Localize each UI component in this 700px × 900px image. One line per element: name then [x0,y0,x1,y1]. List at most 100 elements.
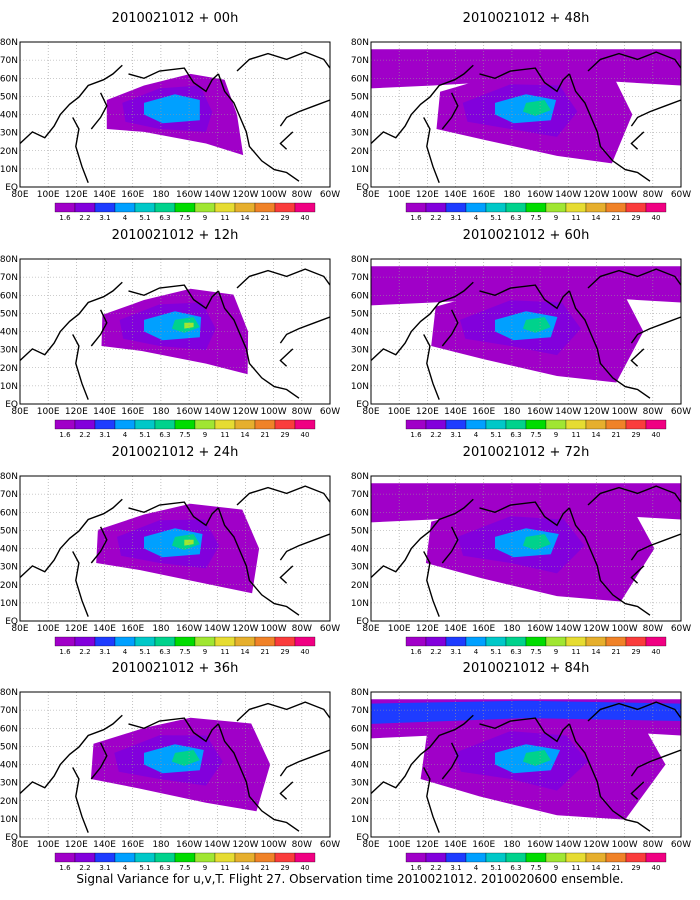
lon-tick-label: 100E [388,407,411,417]
lat-tick-label: 40N [0,328,18,338]
lon-tick-label: 140E [93,624,116,634]
colorbar-swatch [294,202,316,213]
coastline [630,131,645,150]
lon-tick-label: 80W [643,624,663,634]
coastline [90,92,108,130]
lon-tick-label: 160E [472,840,495,850]
variance-contour [522,534,551,550]
coastline [90,309,108,347]
variance-field [106,73,244,156]
panel-title: 2010021012 + 24h [112,445,239,460]
colorbar-label: 40 [652,648,661,656]
colorbar-swatch [605,419,627,430]
coastline [72,334,89,400]
colorbar-swatch [565,636,587,647]
colorbar-label: 29 [632,431,641,439]
coastline [236,485,330,506]
colorbar-swatch [294,852,316,863]
colorbar-swatch [254,852,276,863]
colorbar-label: 14 [592,431,601,439]
variance-contour [522,100,551,116]
lon-tick-label: 80W [643,840,663,850]
colorbar-swatch [585,852,607,863]
coastline [20,281,123,362]
colorbar-label: 2.2 [79,648,90,656]
coastline [371,281,474,362]
coastline [371,714,474,795]
lon-tick-label: 60W [671,190,691,200]
colorbar-label: 14 [241,648,250,656]
lat-tick-label: 70N [0,706,18,716]
colorbar-swatch [545,419,567,430]
lon-tick-label: 140W [555,624,581,634]
colorbar-label: 14 [241,864,250,872]
lat-tick-label: 10N [351,815,369,825]
coastline [441,526,459,564]
lat-tick-label: 50N [0,92,18,102]
colorbar-label: 14 [592,214,601,222]
coastline [423,117,440,183]
colorbar-swatch [465,419,487,430]
lat-tick-label: 50N [351,742,369,752]
lon-tick-label: 180 [503,840,520,850]
lat-tick-label: 20N [0,797,18,807]
lon-tick-label: 60W [671,624,691,634]
lon-tick-label: 120E [65,840,88,850]
colorbar-label: 4 [474,864,479,872]
map-frame [370,475,682,622]
colorbar-swatch [645,202,667,213]
colorbar-swatch [425,636,447,647]
colorbar-swatch [54,202,76,213]
colorbar-swatch [234,419,256,430]
colorbar-swatch [114,636,136,647]
colorbar-label: 4 [123,431,128,439]
colorbar-swatch [254,419,276,430]
colorbar-swatch [505,636,527,647]
colorbar-label: 7.5 [179,864,190,872]
panel-title: 2010021012 + 84h [463,661,590,676]
colorbar-label: 4 [123,648,128,656]
lon-tick-label: 180 [503,624,520,634]
colorbar-label: 14 [241,431,250,439]
colorbar-label: 6.3 [159,864,170,872]
map-panel: 2010021012 + 36h 80E 100E 120E 140E 160E 180 16… [0,661,340,872]
colorbar-swatch [274,419,296,430]
lon-tick-label: 60W [320,190,340,200]
coastline [479,717,570,743]
lat-tick-label: EQ [356,617,369,627]
lon-tick-label: 140W [555,407,581,417]
coastline [630,316,681,344]
colorbar-swatch [154,419,176,430]
variance-contour [522,750,551,766]
colorbar-swatch [94,419,116,430]
lat-tick-label: 10N [0,599,18,609]
coastline [128,717,219,743]
colorbar-label: 1.6 [59,864,71,872]
colorbar-label: 7.5 [179,431,190,439]
lat-tick-label: EQ [356,833,369,843]
colorbar-label: 14 [592,864,601,872]
colorbar-swatch [505,852,527,863]
colorbar-swatch [585,202,607,213]
lat-tick-label: 30N [0,779,18,789]
colorbar-swatch [194,419,216,430]
coastline [279,533,330,561]
colorbar-swatch [465,852,487,863]
colorbar-label: 9 [554,214,558,222]
lon-tick-label: 100E [388,624,411,634]
lon-tick-label: 120W [583,840,609,850]
colorbar-swatch [545,852,567,863]
lat-tick-label: 10N [351,165,369,175]
colorbar-label: 21 [261,431,270,439]
lon-tick-label: 160E [472,190,495,200]
lon-tick-label: 100E [37,840,60,850]
lat-tick-label: EQ [356,183,369,193]
colorbar-swatch [134,419,156,430]
coastline [128,67,219,93]
colorbar-swatch [565,852,587,863]
lon-tick-label: 80W [292,840,312,850]
lat-tick-label: 20N [0,581,18,591]
lon-tick-label: 160E [121,407,144,417]
colorbar-swatch [174,636,196,647]
colorbar-label: 1.6 [59,431,71,439]
